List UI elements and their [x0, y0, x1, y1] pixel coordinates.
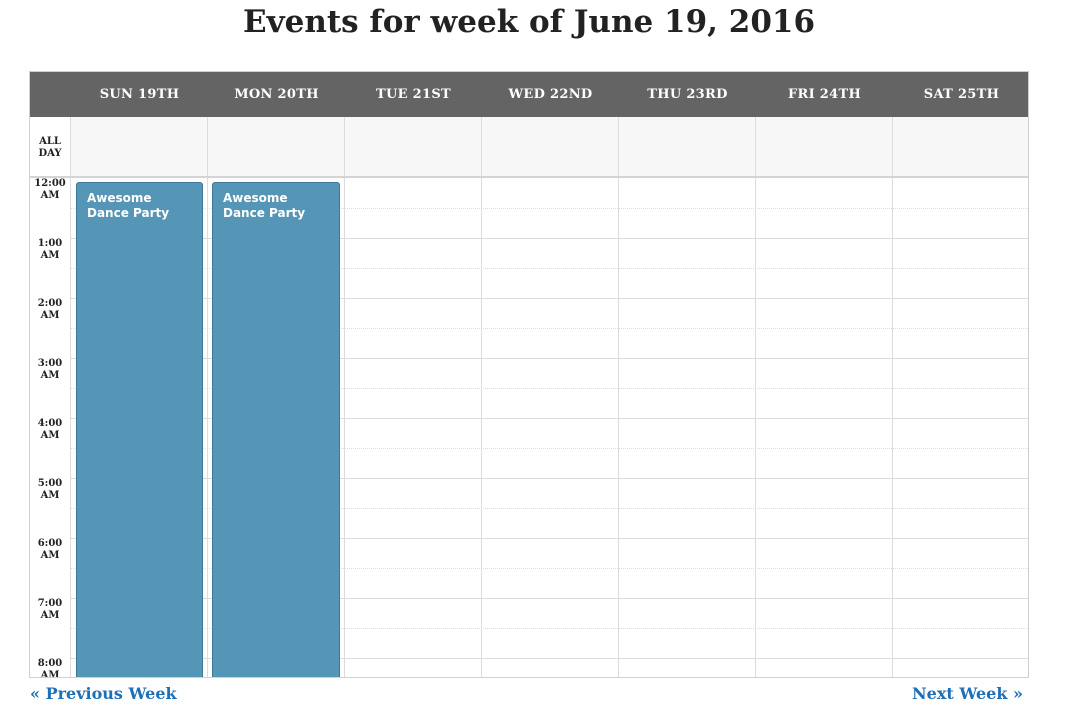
time-gutter: 12:00 AM 1:00 AM 2:00 AM 3:00 AM 4:00 AM… [30, 178, 71, 678]
hour-label: 8:00 AM [37, 658, 63, 678]
all-day-cell-thu[interactable] [619, 117, 756, 176]
day-column-fri[interactable] [756, 178, 893, 677]
all-day-cell-wed[interactable] [482, 117, 619, 176]
half-hour-line [71, 268, 1028, 269]
hour-line [71, 658, 1028, 659]
day-header-sat: SAT 25TH [923, 87, 1000, 102]
day-header-thu: THU 23RD [647, 87, 728, 102]
hour-label: 5:00 AM [37, 478, 63, 501]
all-day-cell-tue[interactable] [345, 117, 482, 176]
day-header-fri: FRI 24TH [787, 87, 862, 102]
day-header-mon: MON 20TH [234, 87, 319, 102]
page-title: Events for week of June 19, 2016 [242, 4, 816, 40]
hour-label: 3:00 AM [37, 358, 63, 381]
day-column-wed[interactable] [482, 178, 619, 677]
hour-line [71, 298, 1028, 299]
day-column-tue[interactable] [345, 178, 482, 677]
hour-label: 7:00 AM [37, 598, 63, 621]
all-day-label: ALL DAY [30, 117, 71, 176]
hour-line [71, 478, 1028, 479]
half-hour-line [71, 208, 1028, 209]
half-hour-line [71, 508, 1028, 509]
all-day-cell-sun[interactable] [71, 117, 208, 176]
hour-line [71, 538, 1028, 539]
day-header-sun: SUN 19TH [99, 87, 180, 102]
event-awesome-dance-party-mon[interactable]: Awesome Dance Party [212, 182, 340, 677]
hour-line [71, 358, 1028, 359]
calendar-header: SUN 19TH MON 20TH TUE 21ST WED 22ND THU … [30, 72, 1028, 117]
day-column-sun[interactable] [71, 178, 208, 677]
half-hour-line [71, 448, 1028, 449]
day-column-mon[interactable] [208, 178, 345, 677]
half-hour-line [71, 388, 1028, 389]
hour-line [71, 418, 1028, 419]
hour-label: 6:00 AM [37, 538, 63, 561]
hour-line [71, 598, 1028, 599]
all-day-cell-sat[interactable] [893, 117, 1028, 176]
all-day-cell-mon[interactable] [208, 117, 345, 176]
half-hour-line [71, 628, 1028, 629]
hour-label: 2:00 AM [37, 298, 63, 321]
all-day-row: ALL DAY [30, 117, 1028, 178]
half-hour-line [71, 568, 1028, 569]
time-grid: 12:00 AM 1:00 AM 2:00 AM 3:00 AM 4:00 AM… [30, 178, 1028, 678]
hour-label: 4:00 AM [37, 418, 63, 441]
half-hour-line [71, 328, 1028, 329]
next-week-link[interactable]: Next Week » [912, 684, 1023, 703]
week-calendar: SUN 19TH MON 20TH TUE 21ST WED 22ND THU … [29, 71, 1029, 678]
day-header-tue: TUE 21ST [376, 87, 451, 102]
hour-label: 1:00 AM [37, 238, 63, 261]
day-header-wed: WED 22ND [508, 87, 593, 102]
day-column-thu[interactable] [619, 178, 756, 677]
day-column-sat[interactable] [893, 178, 1028, 677]
hour-line [71, 238, 1028, 239]
hour-label: 12:00 AM [34, 178, 66, 201]
event-awesome-dance-party-sun[interactable]: Awesome Dance Party [76, 182, 203, 677]
previous-week-link[interactable]: « Previous Week [30, 684, 177, 703]
all-day-cell-fri[interactable] [756, 117, 893, 176]
